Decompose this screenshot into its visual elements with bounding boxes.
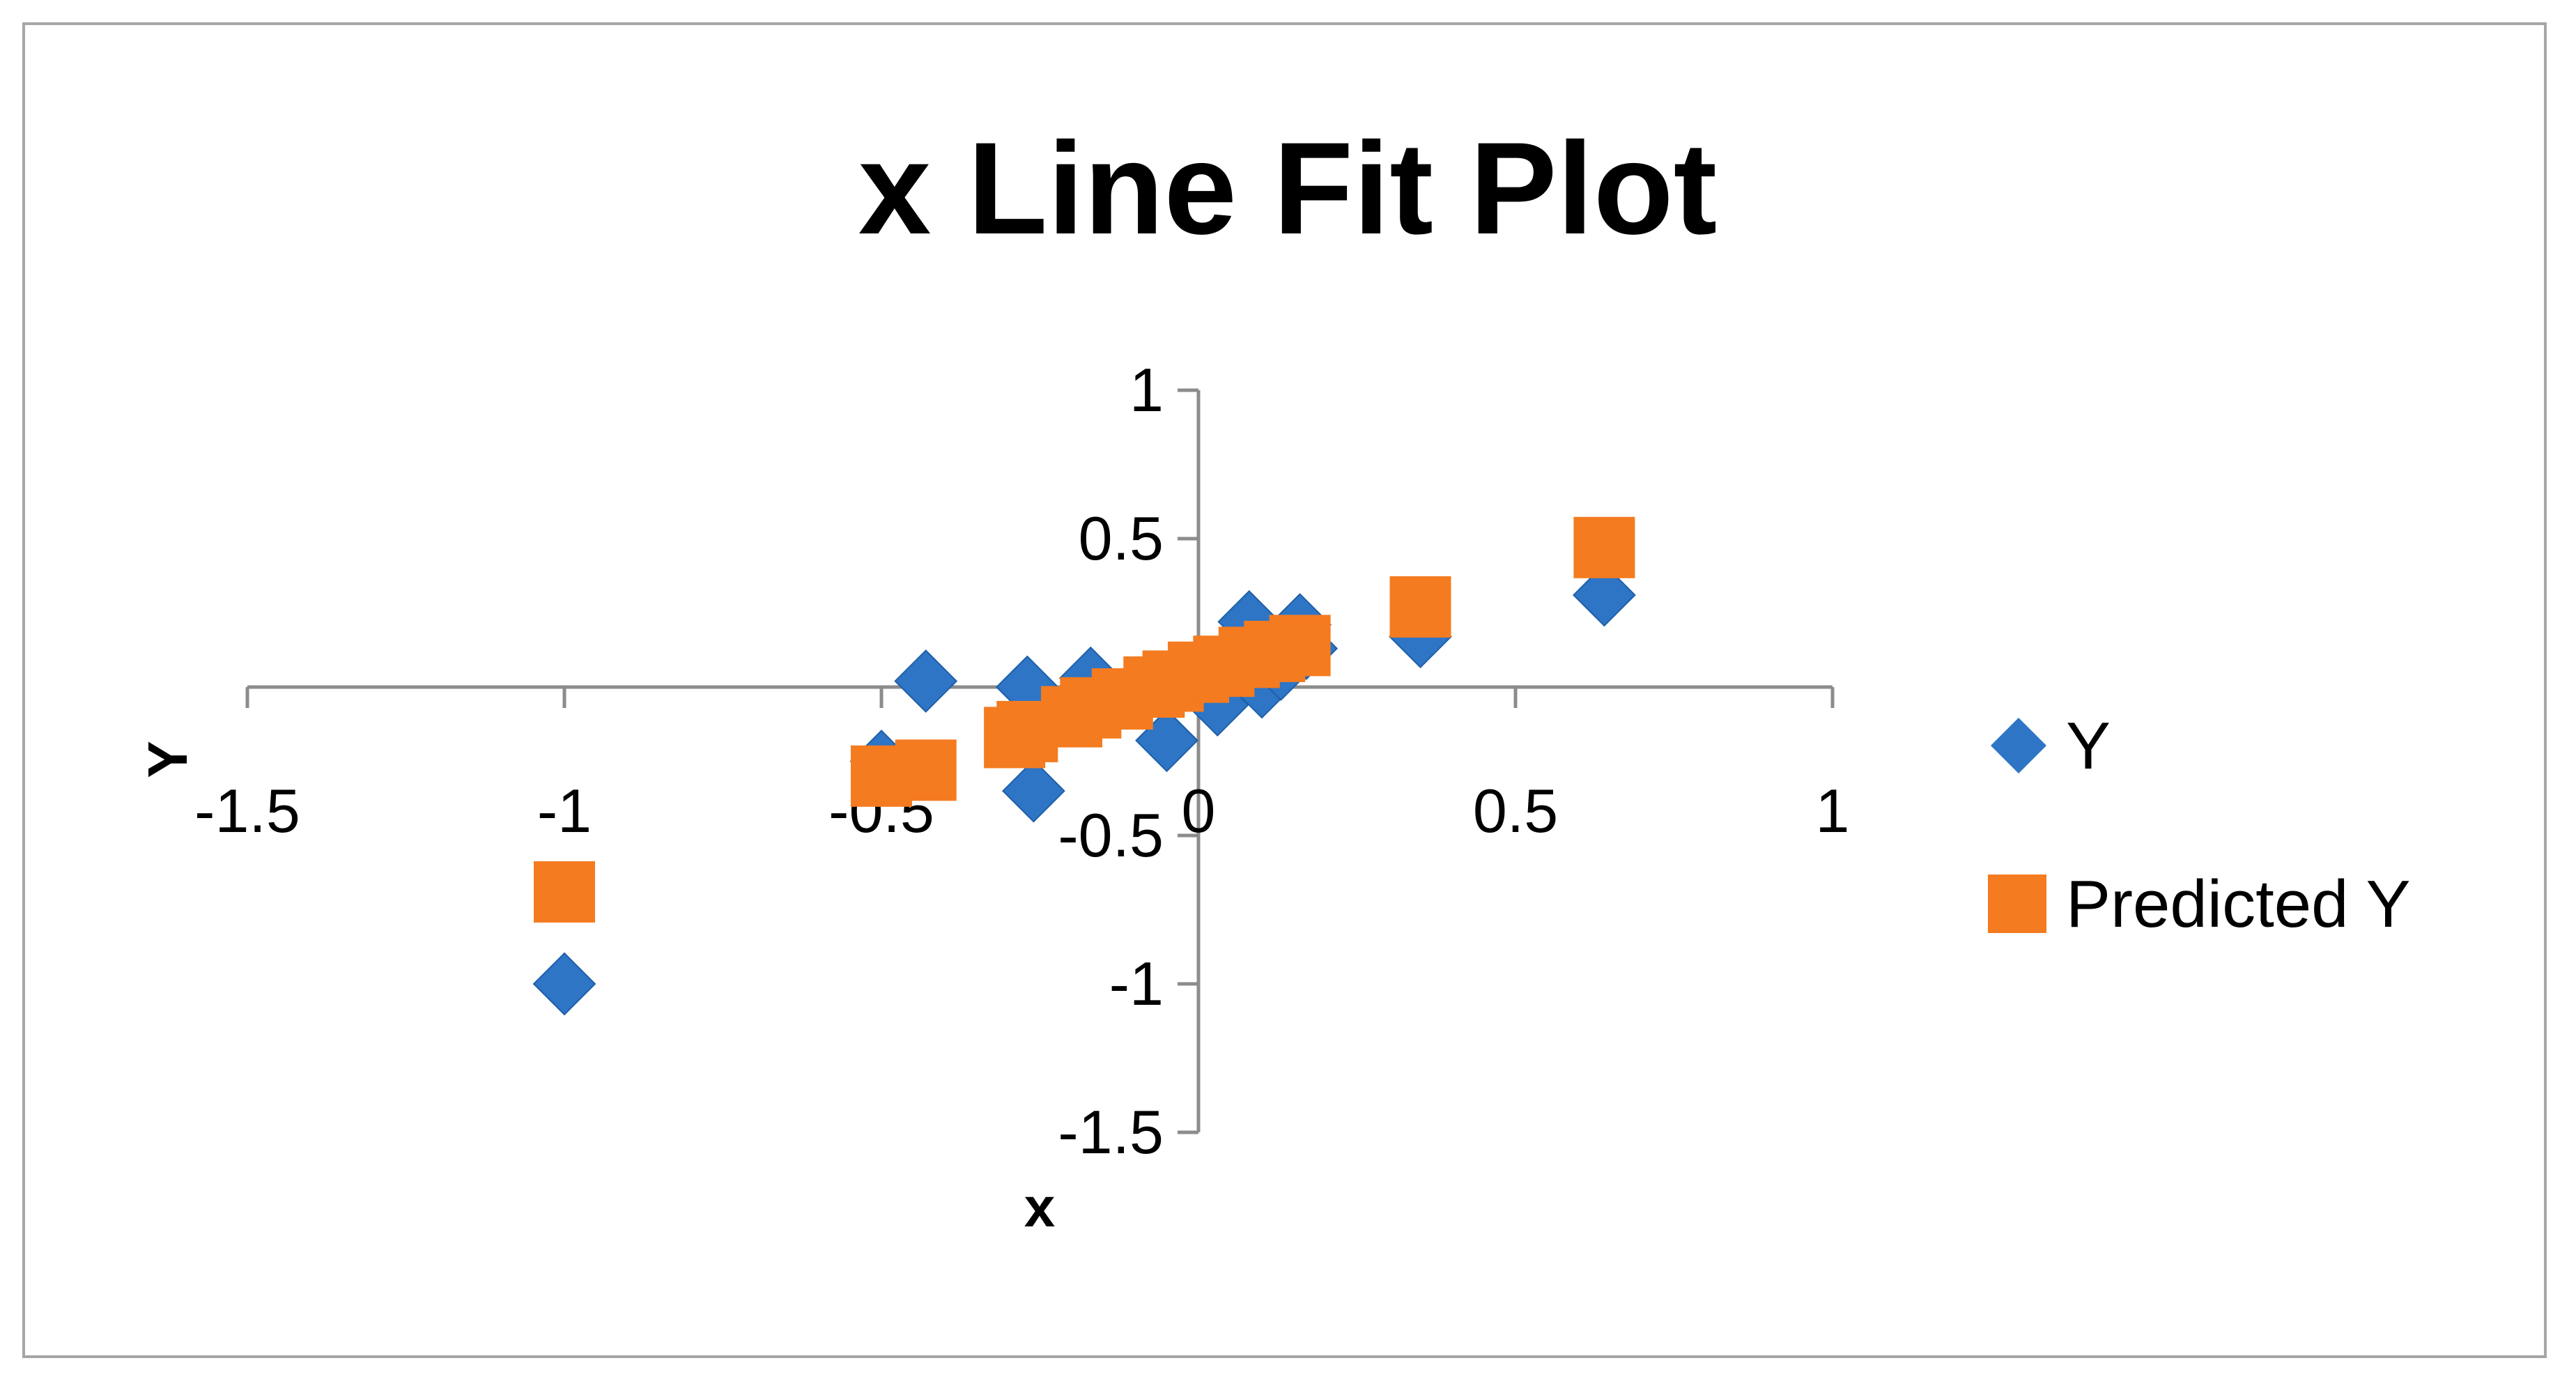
legend-marker-predicted-y-square (1988, 875, 2046, 933)
point-y (1001, 759, 1065, 823)
legend: Y Predicted Y (1988, 709, 2411, 941)
point-predicted-y (1269, 615, 1331, 677)
legend-label-predicted-y: Predicted Y (2066, 867, 2411, 941)
x-tick-label: -1.5 (194, 776, 300, 845)
point-y (894, 649, 958, 713)
point-predicted-y (1389, 576, 1451, 638)
legend-item-y: Y (1991, 709, 2111, 783)
series-y (532, 563, 1636, 1016)
x-tick-label: 1 (1816, 776, 1850, 845)
point-y (532, 952, 596, 1016)
x-axis-title: x (1024, 1176, 1056, 1238)
point-y (1572, 563, 1636, 627)
x-tick-label: 0 (1182, 776, 1216, 845)
chart-title: x Line Fit Plot (858, 115, 1717, 261)
legend-label-y: Y (2066, 709, 2111, 783)
y-tick-label: 0.5 (1079, 504, 1164, 573)
point-predicted-y (1573, 516, 1635, 578)
legend-marker-y-diamond (1991, 718, 2046, 773)
y-tick-label: -1.5 (1058, 1097, 1164, 1166)
point-predicted-y (895, 739, 957, 801)
y-axis-title: Y (137, 741, 199, 778)
y-tick-label: 1 (1129, 355, 1164, 424)
x-tick-label: 0.5 (1473, 776, 1558, 845)
series-predicted-y (534, 516, 1635, 923)
point-predicted-y (534, 861, 595, 923)
y-tick-label: -1 (1109, 949, 1164, 1018)
y-tick-label: -0.5 (1058, 801, 1164, 870)
legend-item-predicted-y: Predicted Y (1988, 867, 2411, 941)
x-tick-label: -1 (537, 776, 592, 845)
